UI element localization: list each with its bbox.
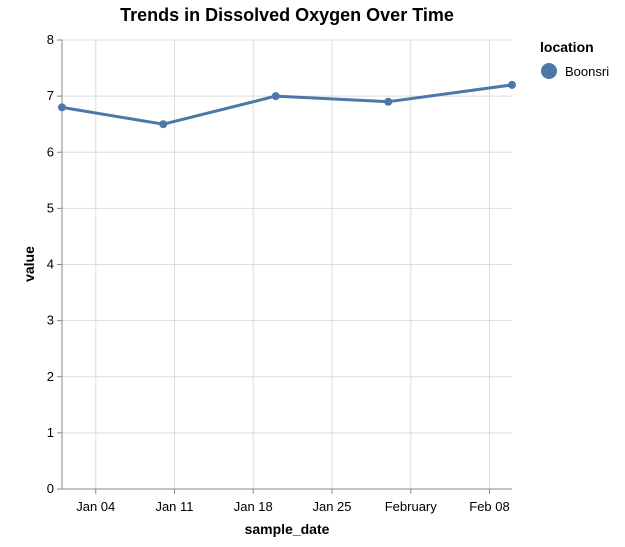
axes: 0 1 2 3 4 5 6 7 8 Jan 04 Jan 11 Jan 18 Jan 25 Februar… bbox=[47, 32, 512, 514]
x-tick-label: Jan 25 bbox=[312, 499, 351, 514]
x-tick-label: Feb 08 bbox=[469, 499, 509, 514]
y-tick-label: 6 bbox=[47, 144, 54, 159]
y-tick-label: 2 bbox=[47, 369, 54, 384]
y-tick-label: 0 bbox=[47, 481, 54, 496]
series-line bbox=[61, 83, 513, 126]
series bbox=[58, 80, 516, 129]
y-tick-label: 3 bbox=[47, 313, 54, 328]
y-tick-label: 5 bbox=[47, 200, 54, 215]
data-point bbox=[159, 120, 168, 129]
x-axis-title: sample_date bbox=[245, 521, 330, 537]
legend: location Boonsri bbox=[540, 39, 609, 79]
data-point bbox=[58, 103, 66, 112]
data-point bbox=[384, 97, 393, 106]
y-tick-label: 1 bbox=[47, 425, 54, 440]
grid bbox=[62, 39, 512, 490]
legend-title: location bbox=[540, 39, 594, 55]
y-tick-label: 4 bbox=[47, 257, 54, 272]
chart-title: Trends in Dissolved Oxygen Over Time bbox=[120, 5, 454, 25]
y-tick-label: 8 bbox=[47, 32, 54, 47]
legend-swatch bbox=[541, 63, 557, 79]
legend-label: Boonsri bbox=[565, 64, 609, 79]
x-tick-label: Jan 04 bbox=[76, 499, 115, 514]
data-point bbox=[508, 80, 516, 89]
x-tick-label: Jan 18 bbox=[234, 499, 273, 514]
y-axis-title: value bbox=[21, 246, 37, 282]
x-tick-label: February bbox=[385, 499, 438, 514]
y-tick-label: 7 bbox=[47, 88, 54, 103]
data-point bbox=[271, 92, 280, 101]
x-tick-label: Jan 11 bbox=[155, 499, 193, 514]
